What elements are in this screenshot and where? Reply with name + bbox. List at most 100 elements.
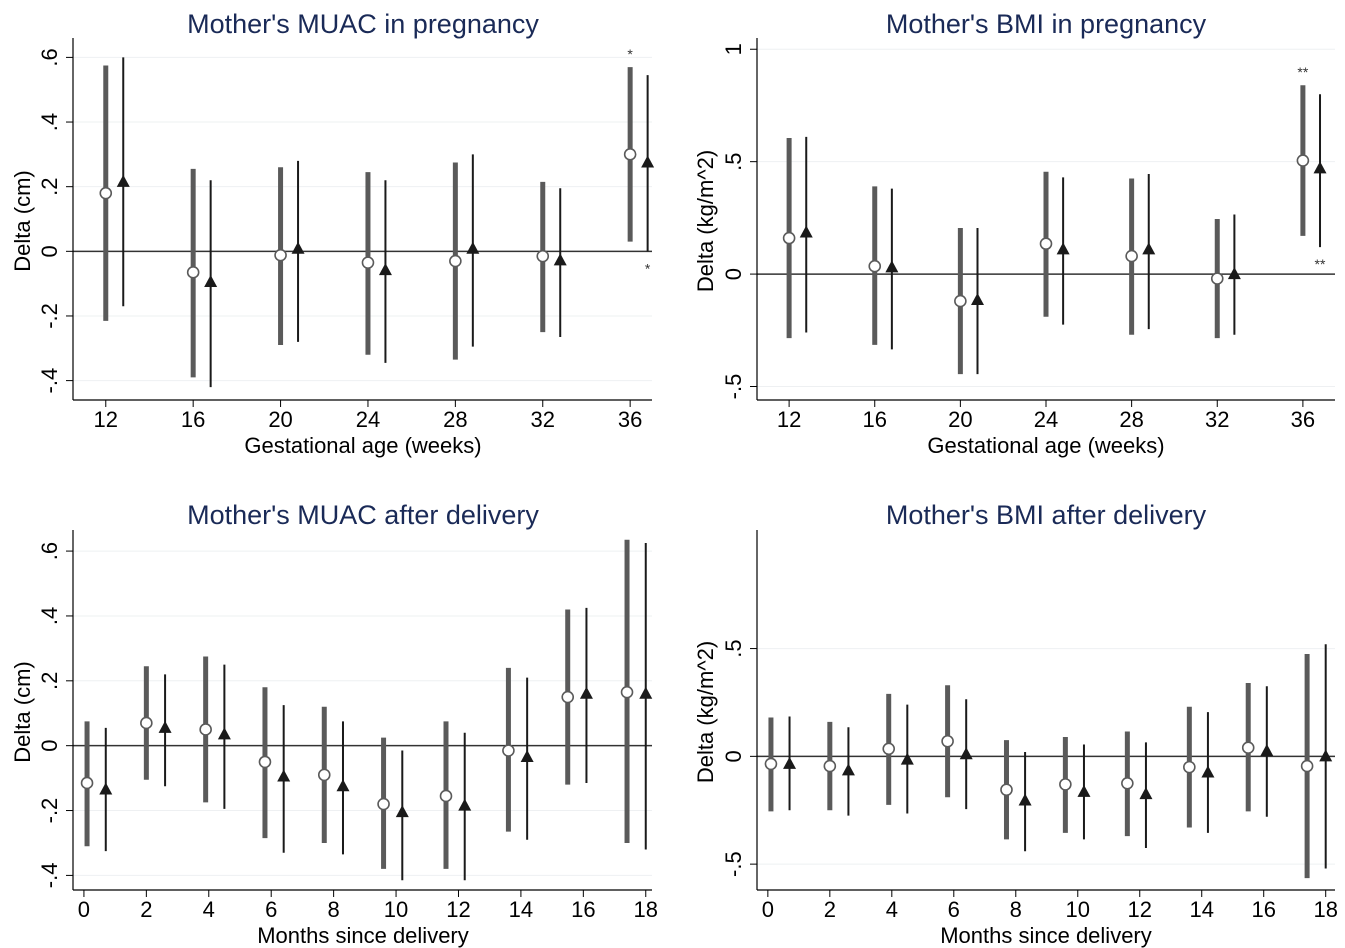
point-estimate-circle — [1296, 154, 1310, 167]
y-tick-label: .5 — [721, 639, 746, 657]
x-tick-label: 10 — [1066, 897, 1090, 922]
y-tick-label: -.5 — [721, 851, 746, 877]
point-estimate-circle — [941, 734, 954, 748]
point-estimate-circle — [186, 266, 200, 279]
panel-title: Mother's MUAC in pregnancy — [187, 9, 539, 39]
point-estimate-triangle — [116, 174, 130, 187]
point-estimate-circle — [502, 744, 515, 757]
x-tick-label: 2 — [824, 897, 836, 922]
point-estimate-circle — [258, 755, 272, 769]
point-estimate-circle — [882, 742, 896, 756]
x-tick-label: 10 — [384, 897, 408, 922]
point-estimate-circle — [449, 254, 462, 268]
point-estimate-circle — [1210, 272, 1224, 285]
x-tick-label: 0 — [78, 897, 90, 922]
x-tick-label: 6 — [265, 897, 277, 922]
x-tick-label: 12 — [446, 897, 470, 922]
panel-muac-pregnancy: Mother's MUAC in pregnancy Gestational a… — [10, 9, 655, 458]
y-axis-label: Delta (kg/m^2) — [693, 150, 718, 292]
point-estimate-circle — [536, 249, 550, 263]
point-estimate-triangle — [395, 805, 409, 818]
point-estimate-circle — [439, 789, 453, 803]
point-estimate-circle — [1300, 759, 1314, 773]
point-estimate-circle — [361, 256, 375, 269]
y-axis-label: Delta (cm) — [10, 661, 35, 762]
y-tick-label: -.2 — [37, 303, 62, 329]
y-tick-label: .2 — [37, 177, 62, 195]
point-estimate-circle — [620, 685, 634, 699]
y-tick-label: .4 — [37, 607, 62, 625]
y-tick-label: .4 — [37, 113, 62, 131]
point-estimate-triangle — [783, 756, 797, 769]
point-estimate-triangle — [841, 763, 855, 776]
point-estimate-triangle — [639, 686, 653, 699]
x-tick-label: 12 — [777, 407, 801, 432]
point-estimate-circle — [1039, 237, 1053, 251]
point-estimate-circle — [1183, 760, 1196, 774]
x-tick-label: 32 — [1205, 407, 1229, 432]
x-tick-label: 28 — [1119, 407, 1143, 432]
significance-marker: * — [627, 46, 633, 62]
point-estimate-circle — [823, 759, 837, 773]
y-tick-label: .6 — [37, 542, 62, 560]
x-tick-label: 0 — [762, 897, 774, 922]
point-estimate-triangle — [378, 263, 392, 276]
x-tick-label: 36 — [618, 407, 642, 432]
point-estimate-circle — [1241, 741, 1255, 755]
x-tick-label: 24 — [1034, 407, 1058, 432]
point-estimate-triangle — [885, 260, 899, 273]
point-estimate-triangle — [799, 225, 813, 238]
point-estimate-circle — [377, 797, 390, 811]
significance-marker: * — [645, 260, 651, 276]
x-tick-label: 28 — [443, 407, 467, 432]
x-tick-label: 32 — [531, 407, 555, 432]
point-estimate-triangle — [1077, 784, 1091, 797]
point-estimate-triangle — [1018, 793, 1032, 806]
point-estimate-triangle — [1319, 749, 1333, 762]
y-tick-label: -.4 — [37, 863, 62, 889]
point-estimate-circle — [764, 757, 778, 771]
x-tick-label: 24 — [356, 407, 380, 432]
plot-area: -.4 -.2 0 .2 .4 .6 12 16 20 24 28 32 36 * * — [37, 38, 655, 432]
panel-bmi-pregnancy: Mother's BMI in pregnancy Gestational ag… — [693, 9, 1335, 458]
y-tick-label: .5 — [721, 152, 746, 170]
y-tick-label: -.2 — [37, 798, 62, 824]
point-estimate-triangle — [466, 241, 480, 254]
point-estimate-circle — [99, 186, 113, 200]
point-estimate-circle — [80, 776, 94, 790]
panel-bmi-after-delivery: Mother's BMI after delivery Months since… — [693, 500, 1338, 948]
point-estimate-circle — [1121, 776, 1134, 790]
point-estimate-circle — [1125, 249, 1138, 263]
point-estimate-triangle — [970, 292, 984, 305]
y-axis-label: Delta (cm) — [10, 170, 35, 271]
point-estimate-triangle — [1260, 743, 1274, 756]
point-estimate-triangle — [1139, 787, 1153, 800]
y-tick-label: .6 — [37, 48, 62, 66]
point-estimate-triangle — [291, 241, 305, 254]
point-estimate-triangle — [1056, 242, 1070, 255]
x-tick-label: 8 — [1010, 897, 1022, 922]
y-tick-label: 0 — [37, 245, 62, 257]
x-axis-label: Gestational age (weeks) — [927, 433, 1164, 458]
panel-muac-after-delivery: Mother's MUAC after delivery Months sinc… — [10, 500, 658, 948]
point-estimate-triangle — [99, 782, 113, 795]
x-tick-label: 16 — [571, 897, 595, 922]
point-estimate-circle — [274, 248, 287, 262]
point-estimate-circle — [954, 294, 967, 308]
plot-area: -.5 0 .5 1 12 16 20 24 28 32 36 ** ** — [721, 38, 1335, 432]
point-estimate-triangle — [217, 727, 231, 740]
point-estimate-triangle — [900, 752, 914, 765]
x-axis-label: Months since delivery — [940, 923, 1152, 948]
x-tick-label: 16 — [181, 407, 205, 432]
point-estimate-circle — [199, 723, 212, 736]
significance-marker: ** — [1315, 256, 1326, 272]
point-estimate-circle — [1000, 783, 1013, 797]
point-estimate-triangle — [1313, 161, 1327, 174]
x-axis-label: Months since delivery — [257, 923, 469, 948]
x-tick-label: 16 — [1251, 897, 1275, 922]
point-estimate-triangle — [1201, 765, 1215, 778]
panel-title: Mother's BMI in pregnancy — [886, 9, 1207, 39]
point-estimate-triangle — [204, 275, 218, 288]
x-tick-label: 20 — [268, 407, 292, 432]
